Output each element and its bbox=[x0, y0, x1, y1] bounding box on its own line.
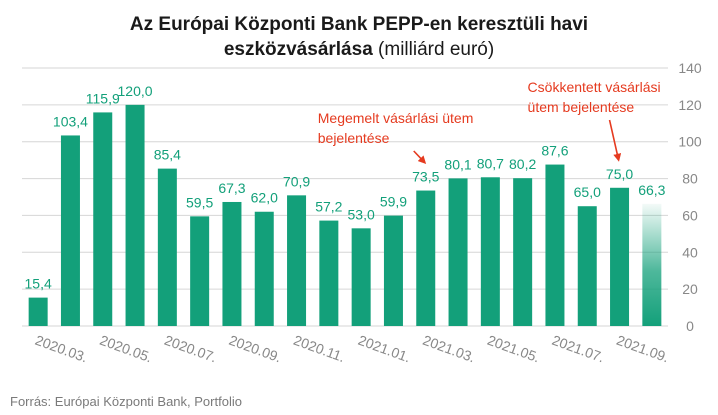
chart-title-line1: Az Európai Központi Bank PEPP-en kereszt… bbox=[129, 14, 589, 35]
annotations: Megemelt vásárlási ütem bejelentése Csökke… bbox=[318, 79, 661, 164]
y-tick-label: 80 bbox=[682, 171, 698, 187]
bar bbox=[93, 112, 113, 326]
annotation-text: Megemelt vásárlási ütem bbox=[318, 110, 474, 126]
data-label: 70,9 bbox=[283, 173, 310, 189]
x-tick-label: 2020.05. bbox=[98, 332, 155, 366]
annotation-text: bejelentése bbox=[318, 130, 390, 146]
bar bbox=[513, 178, 533, 326]
x-tick-label: 2021.07. bbox=[550, 332, 607, 366]
annotation-arrow bbox=[413, 150, 427, 164]
data-label: 87,6 bbox=[541, 143, 568, 159]
annotation-text: Csökkentett vásárlási bbox=[528, 79, 661, 95]
bar bbox=[125, 104, 145, 326]
data-label: 15,4 bbox=[25, 276, 52, 292]
y-tick-label: 60 bbox=[682, 207, 698, 223]
bar bbox=[545, 164, 565, 326]
annotation-text: ütem bejelentése bbox=[528, 99, 635, 115]
data-label: 120,0 bbox=[118, 83, 153, 99]
source-note: Forrás: Európai Központi Bank, Portfolio bbox=[10, 394, 242, 409]
data-label: 65,0 bbox=[574, 184, 601, 200]
bar bbox=[60, 135, 80, 326]
bar bbox=[319, 220, 339, 326]
bar bbox=[287, 195, 307, 326]
bar bbox=[351, 228, 371, 326]
data-label: 103,4 bbox=[53, 113, 88, 129]
y-tick-label: 0 bbox=[686, 318, 694, 334]
chart-title-bold: eszközvásárlása bbox=[223, 39, 373, 60]
data-label: 62,0 bbox=[251, 190, 278, 206]
y-tick-label: 140 bbox=[678, 60, 702, 76]
bar bbox=[416, 190, 436, 326]
y-tick-label: 20 bbox=[682, 281, 698, 297]
data-label: 80,7 bbox=[477, 155, 504, 171]
x-tick-label: 2020.11. bbox=[292, 332, 348, 365]
chart-title-line2: eszközvásárlása (milliárd euró) bbox=[0, 37, 718, 62]
bar bbox=[577, 206, 597, 326]
y-tick-label: 120 bbox=[678, 97, 702, 113]
x-tick-label: 2021.03. bbox=[421, 332, 478, 366]
data-label: 66,3 bbox=[638, 182, 665, 198]
data-label: 59,5 bbox=[186, 194, 213, 210]
data-label: 75,0 bbox=[606, 166, 633, 182]
x-tick-label: 2021.01. bbox=[356, 332, 413, 366]
bar bbox=[610, 187, 630, 326]
data-label: 73,5 bbox=[412, 169, 439, 185]
bar bbox=[157, 168, 177, 326]
x-axis-ticks: 2020.03. 2020.05. 2020.07. 2020.09. 2020.11.… bbox=[33, 332, 671, 366]
data-label: 115,9 bbox=[86, 90, 120, 106]
data-label: 59,9 bbox=[380, 194, 407, 210]
data-label: 85,4 bbox=[154, 147, 181, 163]
data-label: 80,1 bbox=[444, 156, 471, 172]
x-tick-label: 2020.07. bbox=[162, 332, 219, 366]
bar bbox=[642, 203, 662, 326]
x-tick-label: 2021.09. bbox=[615, 332, 672, 366]
annotation-arrow bbox=[608, 119, 622, 162]
x-tick-label: 2021.05. bbox=[485, 332, 542, 366]
bar bbox=[448, 178, 468, 326]
chart-title: Az Európai Központi Bank PEPP-en kereszt… bbox=[0, 12, 718, 62]
data-label: 67,3 bbox=[218, 180, 245, 196]
data-label: 53,0 bbox=[348, 206, 375, 222]
y-axis-ticks: 0 20 40 60 80 100 120 140 bbox=[678, 60, 702, 334]
bar bbox=[480, 177, 500, 326]
y-tick-label: 100 bbox=[678, 134, 702, 150]
x-tick-label: 2020.09. bbox=[227, 332, 284, 366]
bars bbox=[28, 104, 662, 326]
chart-title-unit: (milliárd euró) bbox=[378, 39, 495, 60]
bar bbox=[28, 297, 48, 326]
bar bbox=[222, 201, 242, 326]
bar bbox=[190, 216, 210, 326]
x-tick-label: 2020.03. bbox=[33, 332, 90, 366]
bar bbox=[383, 215, 403, 326]
data-label: 57,2 bbox=[315, 199, 342, 215]
y-tick-label: 40 bbox=[682, 244, 698, 260]
data-label: 80,2 bbox=[509, 156, 536, 172]
bar bbox=[254, 211, 274, 326]
